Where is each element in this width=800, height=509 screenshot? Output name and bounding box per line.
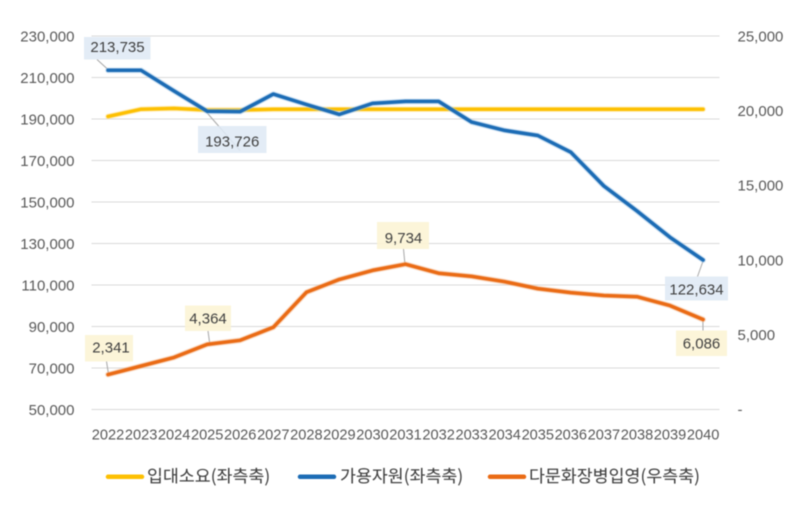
svg-text:2036: 2036 xyxy=(555,427,587,443)
svg-text:90,000: 90,000 xyxy=(29,319,75,336)
svg-text:2033: 2033 xyxy=(455,427,487,443)
svg-text:5,000: 5,000 xyxy=(738,327,776,344)
svg-text:210,000: 210,000 xyxy=(20,70,74,87)
svg-text:122,634: 122,634 xyxy=(669,282,723,299)
svg-text:2022: 2022 xyxy=(92,427,124,443)
svg-text:2029: 2029 xyxy=(323,427,355,443)
svg-text:2023: 2023 xyxy=(125,427,157,443)
svg-text:20,000: 20,000 xyxy=(738,103,784,120)
svg-text:193,726: 193,726 xyxy=(205,134,259,151)
svg-text:2028: 2028 xyxy=(290,427,322,443)
svg-text:213,735: 213,735 xyxy=(90,39,144,56)
svg-text:150,000: 150,000 xyxy=(20,195,74,212)
svg-text:2035: 2035 xyxy=(522,427,554,443)
svg-text:110,000: 110,000 xyxy=(21,278,74,295)
svg-text:70,000: 70,000 xyxy=(29,361,75,378)
svg-text:2040: 2040 xyxy=(687,427,719,443)
svg-text:4,364: 4,364 xyxy=(189,311,227,328)
svg-text:2030: 2030 xyxy=(356,427,388,443)
svg-text:50,000: 50,000 xyxy=(29,402,75,419)
svg-text:2039: 2039 xyxy=(654,427,686,443)
svg-text:230,000: 230,000 xyxy=(20,29,74,46)
svg-text:2,341: 2,341 xyxy=(92,340,130,357)
svg-text:170,000: 170,000 xyxy=(20,153,74,170)
svg-text:15,000: 15,000 xyxy=(738,178,784,195)
svg-text:9,734: 9,734 xyxy=(385,230,423,247)
svg-text:2038: 2038 xyxy=(621,427,653,443)
svg-text:2024: 2024 xyxy=(158,427,190,443)
svg-text:2037: 2037 xyxy=(588,427,620,443)
svg-text:190,000: 190,000 xyxy=(20,112,74,129)
svg-text:-: - xyxy=(738,402,743,419)
svg-text:2032: 2032 xyxy=(422,427,454,443)
svg-text:130,000: 130,000 xyxy=(20,236,74,253)
svg-text:2027: 2027 xyxy=(257,427,289,443)
svg-text:10,000: 10,000 xyxy=(738,252,784,269)
svg-text:6,086: 6,086 xyxy=(683,336,721,353)
svg-text:2025: 2025 xyxy=(191,427,223,443)
svg-text:25,000: 25,000 xyxy=(738,29,784,46)
svg-text:2034: 2034 xyxy=(488,427,520,443)
svg-text:2031: 2031 xyxy=(389,427,421,443)
svg-text:2026: 2026 xyxy=(224,427,256,443)
